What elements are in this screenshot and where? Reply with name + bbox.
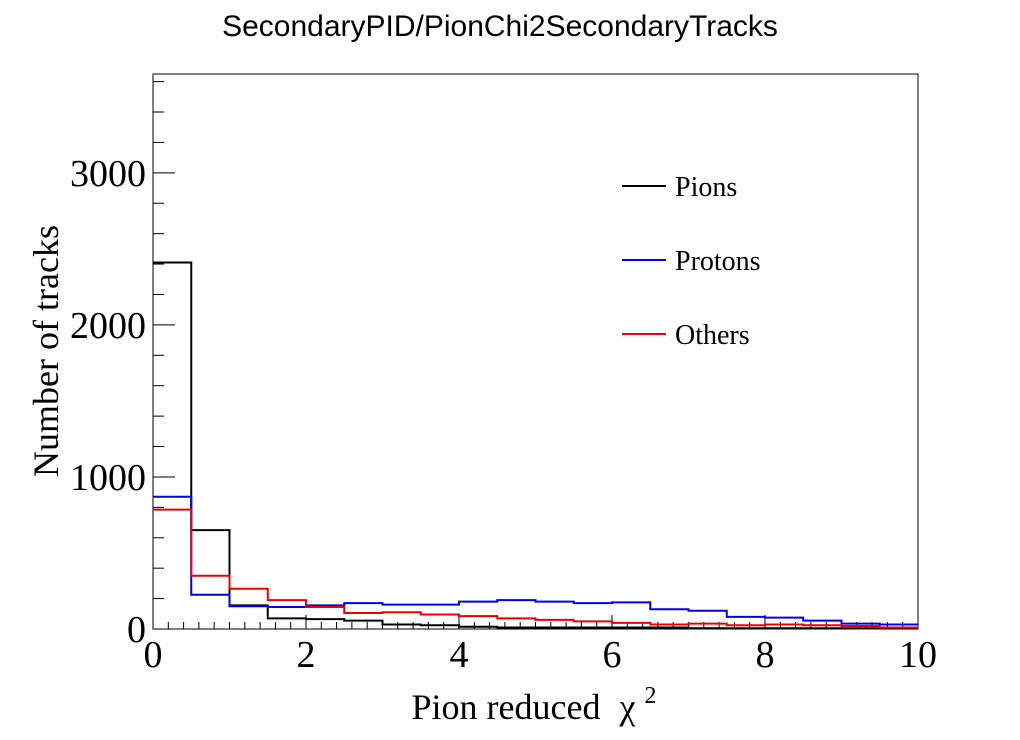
series-protons-line [153,495,918,626]
legend-label-protons: Protons [675,246,761,277]
series-layer [153,261,918,630]
x-axis-label: Pion reduced χ 2 [412,683,657,727]
y-tick-label: 1000 [70,457,146,499]
x-tick-label: 2 [297,634,316,676]
x-tick-label: 0 [144,634,163,676]
y-tick-label: 3000 [70,153,146,195]
plot-frame [152,73,919,630]
x-axis: 0 2 4 6 8 10 [144,615,937,676]
y-tick-label: 2000 [70,305,146,347]
x-axis-label-superscript: 2 [644,683,656,709]
x-tick-label: 10 [899,634,937,676]
legend: Pions Protons Others [622,172,761,351]
series-others-line [153,508,918,629]
x-axis-label-text: Pion reduced [412,687,601,727]
y-tick-label: 0 [127,609,146,651]
legend-label-pions: Pions [675,172,737,203]
series-pions-line [153,261,918,630]
x-tick-label: 6 [603,634,622,676]
chart-title: SecondaryPID/PionChi2SecondaryTracks [222,10,778,43]
x-tick-label: 4 [450,634,469,676]
x-tick-label: 8 [756,634,775,676]
legend-label-others: Others [675,320,750,351]
y-axis: 0 1000 2000 3000 [70,81,175,651]
y-axis-label: Number of tracks [26,225,66,477]
x-axis-label-symbol: χ [618,687,635,727]
